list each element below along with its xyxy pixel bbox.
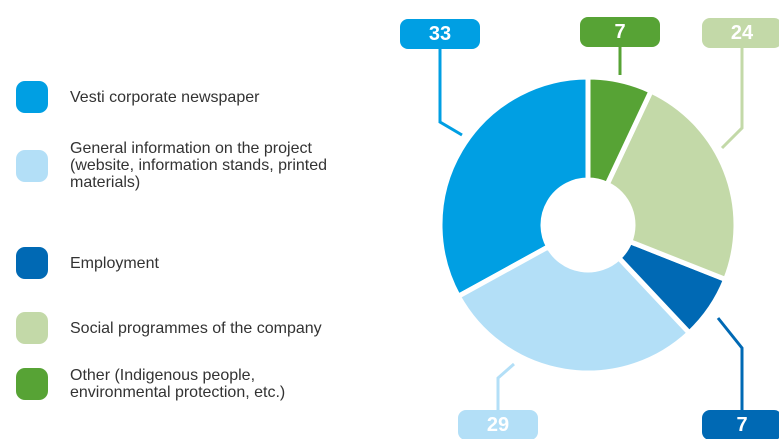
legend-label: General information on the project (webs… bbox=[70, 140, 328, 191]
slice bbox=[615, 238, 729, 337]
legend-swatch bbox=[16, 312, 48, 344]
legend-label: Vesti corporate newspaper bbox=[70, 88, 260, 106]
leader-line bbox=[720, 48, 744, 150]
slice bbox=[437, 74, 591, 300]
leader-line bbox=[496, 362, 515, 410]
value-label: 24 bbox=[731, 22, 754, 44]
value-label: 33 bbox=[429, 23, 451, 45]
legend-item: Vesti corporate newspaper bbox=[16, 81, 330, 113]
legend-label: Other (Indigenous people, environmental … bbox=[70, 367, 286, 401]
legend-item: Other (Indigenous people, environmental … bbox=[16, 367, 330, 401]
value-label-box bbox=[458, 410, 538, 439]
value-label-box bbox=[702, 410, 779, 439]
value-label: 29 bbox=[487, 414, 509, 436]
value-label: 7 bbox=[736, 414, 747, 436]
slice bbox=[603, 87, 739, 283]
legend-swatch bbox=[16, 368, 48, 400]
value-label: 7 bbox=[614, 21, 625, 43]
value-label-box bbox=[400, 19, 480, 49]
legend-item: Employment bbox=[16, 247, 330, 279]
legend-swatch bbox=[16, 247, 48, 279]
legend-item: General information on the project (webs… bbox=[16, 140, 330, 191]
legend-item: Social programmes of the company bbox=[16, 312, 330, 344]
slice bbox=[454, 243, 693, 376]
leader-line bbox=[716, 317, 744, 410]
legend-label: Employment bbox=[70, 254, 159, 272]
legend-label: Social programmes of the company bbox=[70, 319, 322, 337]
slice bbox=[585, 74, 655, 188]
legend-swatch bbox=[16, 149, 48, 182]
leader-line bbox=[438, 49, 463, 137]
value-label-box bbox=[702, 18, 779, 48]
value-label-box bbox=[580, 17, 660, 47]
legend-swatch bbox=[16, 81, 48, 113]
